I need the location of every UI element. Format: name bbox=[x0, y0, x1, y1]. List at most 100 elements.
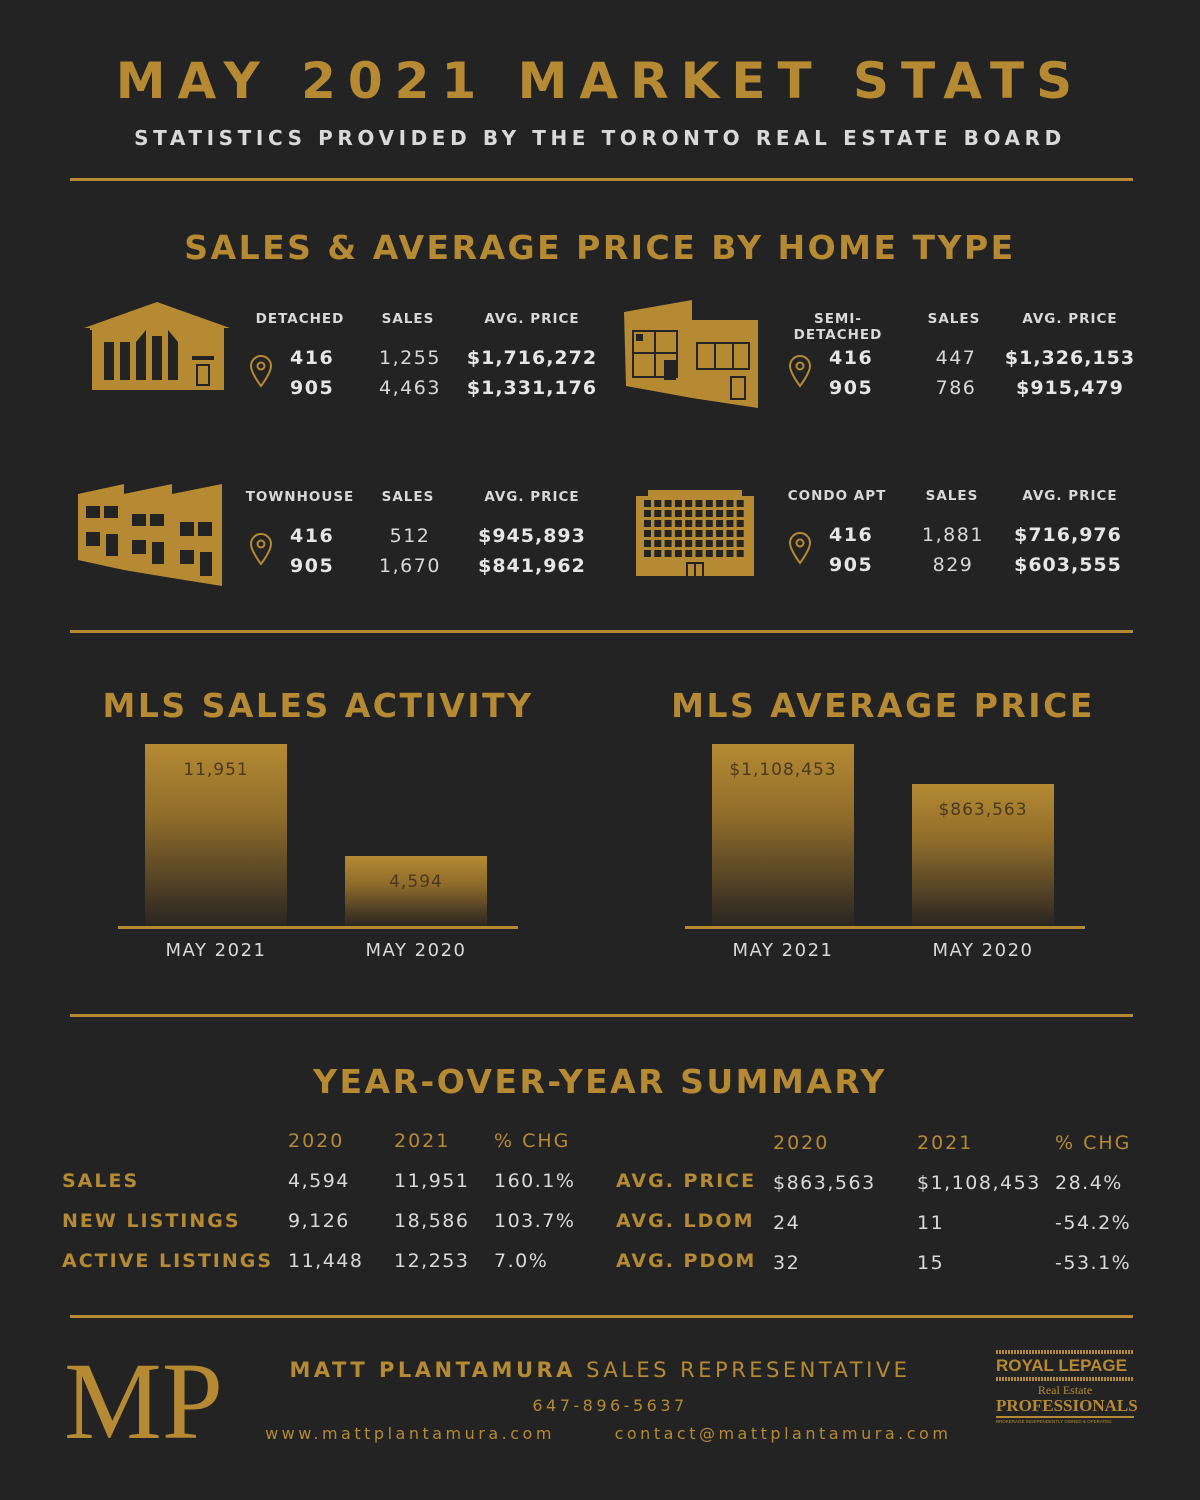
semi-detached-house-icon bbox=[624, 300, 758, 408]
yoy-value: 11 bbox=[917, 1212, 945, 1234]
sales-value: 1,881 bbox=[922, 524, 984, 546]
yoy-section-title: YEAR-OVER-YEAR SUMMARY bbox=[313, 1062, 887, 1101]
bar bbox=[712, 744, 854, 926]
yoy-left-header-2020: 2020 bbox=[288, 1130, 345, 1152]
sales-activity-chart: 11,951 MAY 2021 4,594 MAY 2020 bbox=[118, 730, 518, 990]
bar bbox=[912, 784, 1054, 926]
home-type-name: CONDO APT bbox=[787, 488, 887, 504]
home-type-section-title: SALES & AVERAGE PRICE BY HOME TYPE bbox=[184, 228, 1016, 267]
yoy-row-label: ACTIVE LISTINGS bbox=[62, 1250, 274, 1272]
agent-role: SALES REPRESENTATIVE bbox=[586, 1358, 911, 1382]
detached-house-icon bbox=[84, 302, 230, 390]
location-pin-icon bbox=[249, 533, 273, 566]
location-pin-icon bbox=[249, 355, 273, 388]
brokerage-line3: PROFESSIONALS bbox=[996, 1396, 1138, 1415]
average-price-chart: $1,108,453 MAY 2021 $863,563 MAY 2020 bbox=[685, 730, 1085, 990]
yoy-value: 160.1% bbox=[494, 1170, 576, 1192]
category-label: MAY 2020 bbox=[365, 940, 467, 961]
yoy-value: $863,563 bbox=[773, 1172, 876, 1194]
yoy-value: 15 bbox=[917, 1252, 945, 1274]
divider bbox=[70, 178, 1133, 181]
area-code: 416 bbox=[829, 524, 874, 546]
category-label: MAY 2021 bbox=[732, 940, 834, 961]
avg-price-value: $945,893 bbox=[478, 525, 586, 547]
yoy-row-label: AVG. LDOM bbox=[616, 1210, 755, 1232]
yoy-left-header-chg: % CHG bbox=[494, 1130, 571, 1152]
divider bbox=[70, 1014, 1133, 1017]
avg-price-value: $716,976 bbox=[1014, 524, 1122, 546]
yoy-value: 7.0% bbox=[494, 1250, 549, 1272]
agent-logo: MP bbox=[64, 1348, 220, 1444]
yoy-row-label: AVG. PRICE bbox=[616, 1170, 757, 1192]
yoy-value: $1,108,453 bbox=[917, 1172, 1041, 1194]
agent-name: MATT PLANTAMURA bbox=[289, 1358, 576, 1382]
price-header: AVG. PRICE bbox=[484, 489, 580, 505]
townhouse-icon bbox=[78, 484, 222, 586]
sales-value: 786 bbox=[935, 377, 977, 399]
sales-value: 512 bbox=[389, 525, 431, 547]
price-header: AVG. PRICE bbox=[1022, 488, 1118, 504]
yoy-right-header-2020: 2020 bbox=[773, 1132, 830, 1154]
sales-header: SALES bbox=[381, 311, 435, 327]
yoy-right-header-2021: 2021 bbox=[917, 1132, 974, 1154]
yoy-row-label: NEW LISTINGS bbox=[62, 1210, 241, 1232]
bar-value-label: $863,563 bbox=[938, 800, 1028, 820]
yoy-row-label: AVG. PDOM bbox=[616, 1250, 757, 1272]
area-code: 905 bbox=[290, 377, 335, 399]
yoy-right-header-chg: % CHG bbox=[1055, 1132, 1132, 1154]
yoy-value: 9,126 bbox=[288, 1210, 350, 1232]
avg-price-value: $915,479 bbox=[1016, 377, 1124, 399]
yoy-value: -54.2% bbox=[1055, 1212, 1132, 1234]
page-title: MAY 2021 MARKET STATS bbox=[115, 52, 1085, 110]
svg-text:MP: MP bbox=[64, 1348, 220, 1444]
area-code: 416 bbox=[290, 525, 335, 547]
sales-value: 829 bbox=[932, 554, 974, 576]
avg-price-value: $1,716,272 bbox=[466, 347, 598, 369]
brokerage-line4: BROKERAGE INDEPENDENTLY OWNED & OPERATED bbox=[996, 1419, 1112, 1424]
yoy-left-header-2021: 2021 bbox=[394, 1130, 451, 1152]
yoy-value: 11,448 bbox=[288, 1250, 364, 1272]
price-header: AVG. PRICE bbox=[1022, 311, 1118, 327]
avg-price-value: $603,555 bbox=[1014, 554, 1122, 576]
category-label: MAY 2021 bbox=[165, 940, 267, 961]
page-subtitle: STATISTICS PROVIDED BY THE TORONTO REAL … bbox=[134, 126, 1066, 150]
avg-price-value: $1,326,153 bbox=[1004, 347, 1136, 369]
area-code: 905 bbox=[829, 377, 874, 399]
home-type-name: DETACHED bbox=[255, 311, 345, 327]
home-type-name: TOWNHOUSE bbox=[245, 489, 355, 505]
sales-value: 4,463 bbox=[379, 377, 441, 399]
yoy-value: 28.4% bbox=[1055, 1172, 1123, 1194]
avg-price-value: $841,962 bbox=[478, 555, 586, 577]
price-header: AVG. PRICE bbox=[484, 311, 580, 327]
sales-header: SALES bbox=[927, 311, 981, 327]
area-code: 905 bbox=[829, 554, 874, 576]
yoy-row-label: SALES bbox=[62, 1170, 140, 1192]
x-axis-line bbox=[685, 926, 1085, 929]
area-code: 905 bbox=[290, 555, 335, 577]
yoy-value: 4,594 bbox=[288, 1170, 350, 1192]
yoy-value: 11,951 bbox=[394, 1170, 470, 1192]
bar-value-label: 4,594 bbox=[389, 872, 443, 892]
yoy-value: 32 bbox=[773, 1252, 801, 1274]
area-code: 416 bbox=[290, 347, 335, 369]
agent-phone[interactable]: 647-896-5637 bbox=[532, 1396, 688, 1415]
condo-building-icon bbox=[636, 490, 754, 576]
sales-header: SALES bbox=[925, 488, 979, 504]
bar bbox=[145, 744, 287, 926]
sales-value: 1,670 bbox=[379, 555, 441, 577]
divider bbox=[70, 1315, 1133, 1318]
home-type-name: SEMI-DETACHED bbox=[793, 311, 883, 343]
bar-value-label: $1,108,453 bbox=[729, 760, 837, 780]
chart-title-sales-activity: MLS SALES ACTIVITY bbox=[102, 686, 534, 725]
agent-email-link[interactable]: contact@mattplantamura.com bbox=[614, 1424, 952, 1443]
bar-value-label: 11,951 bbox=[183, 760, 249, 780]
yoy-value: -53.1% bbox=[1055, 1252, 1132, 1274]
brokerage-line1: ROYAL LEPAGE bbox=[996, 1356, 1127, 1375]
yoy-value: 12,253 bbox=[394, 1250, 470, 1272]
area-code: 416 bbox=[829, 347, 874, 369]
x-axis-line bbox=[118, 926, 518, 929]
agent-name-line: MATT PLANTAMURA SALES REPRESENTATIVE bbox=[240, 1358, 960, 1382]
location-pin-icon bbox=[788, 355, 812, 388]
brokerage-logo: ROYAL LEPAGE Real Estate PROFESSIONALS B… bbox=[996, 1350, 1138, 1442]
agent-website-link[interactable]: www.mattplantamura.com bbox=[265, 1424, 555, 1443]
